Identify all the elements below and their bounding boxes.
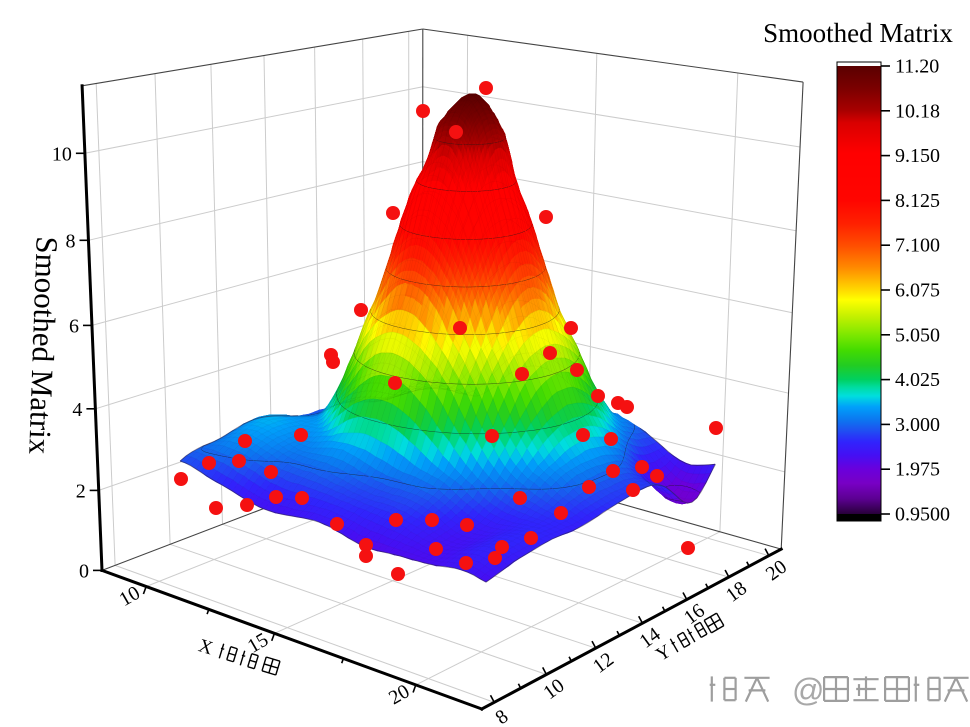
svg-text:Smoothed Matrix: Smoothed Matrix: [763, 18, 953, 48]
svg-text:1.975: 1.975: [895, 459, 940, 481]
svg-text:5.050: 5.050: [895, 324, 940, 346]
svg-text:3.000: 3.000: [895, 414, 940, 436]
svg-text:8: 8: [66, 230, 76, 252]
svg-text:6: 6: [69, 315, 79, 337]
svg-text:10: 10: [52, 143, 72, 165]
svg-text:8.125: 8.125: [895, 190, 940, 212]
svg-text:Smoothed Matrix: Smoothed Matrix: [22, 236, 65, 455]
svg-text:2: 2: [76, 480, 86, 502]
svg-text:11.20: 11.20: [895, 56, 939, 78]
svg-text:6.075: 6.075: [895, 280, 940, 302]
svg-text:4: 4: [72, 399, 82, 421]
svg-text:X: X: [196, 635, 216, 659]
svg-text:0: 0: [79, 560, 89, 582]
svg-text:9.150: 9.150: [895, 145, 940, 167]
svg-text:@: @: [792, 672, 824, 708]
svg-text:0.9500: 0.9500: [895, 504, 950, 526]
svg-text:4.025: 4.025: [895, 369, 940, 391]
svg-text:10.18: 10.18: [895, 100, 940, 122]
svg-text:7.100: 7.100: [895, 235, 940, 257]
